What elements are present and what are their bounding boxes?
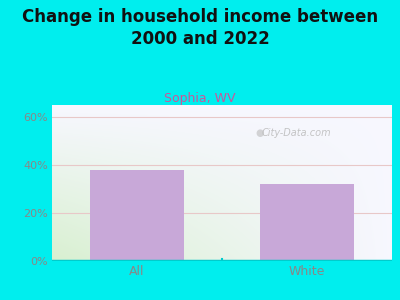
Text: Change in household income between
2000 and 2022: Change in household income between 2000 … [22,8,378,48]
Bar [260,184,354,261]
Text: ●: ● [255,128,264,138]
Text: Sophia, WV: Sophia, WV [164,92,236,104]
Bar [90,170,184,261]
Text: City-Data.com: City-Data.com [262,128,332,138]
